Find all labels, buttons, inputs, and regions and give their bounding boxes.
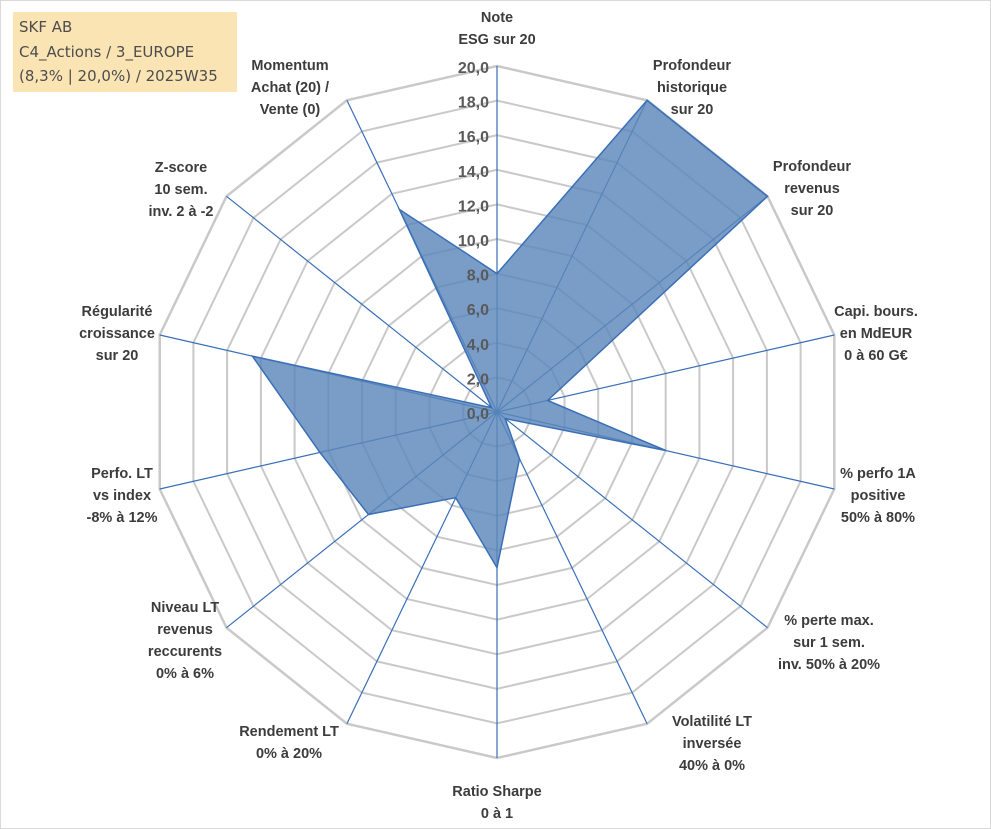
tick-label: 20,0	[458, 60, 489, 77]
axis-label: Rendement LT 0% à 20%	[239, 724, 339, 762]
axis-spoke	[496, 411, 768, 629]
tick-label: 4,0	[467, 337, 489, 354]
stats-week: (8,3% | 20,0%) / 2025W35	[19, 67, 218, 85]
tick-label: 10,0	[458, 233, 489, 250]
axis-label: Profondeur historique sur 20	[653, 58, 731, 118]
axis-label: % perfo 1A positive 50% à 80%	[840, 466, 916, 526]
category-path: C4_Actions / 3_EUROPE	[19, 42, 195, 61]
axis-label: Momentum Achat (20) / Vente (0)	[251, 58, 329, 118]
axis-spoke	[226, 195, 498, 413]
info-box: SKF AB C4_Actions / 3_EUROPE (8,3% | 20,…	[13, 12, 237, 92]
tick-label: 14,0	[458, 164, 489, 181]
tick-label: 2,0	[467, 371, 489, 388]
axis-spoke	[496, 411, 648, 724]
axis-label: Perfo. LT vs index -8% à 12%	[87, 466, 158, 526]
tick-label: 6,0	[467, 302, 489, 319]
tick-label: 8,0	[467, 268, 489, 285]
axis-label: Niveau LT revenus reccurents 0% à 6%	[148, 600, 222, 682]
tick-label: 16,0	[458, 129, 489, 146]
tick-label: 18,0	[458, 95, 489, 112]
radar-tick-labels: 0,0 2,0 4,0 6,0 8,0 10,0 12,0 14,0 16,0 18,0 20,0	[458, 60, 489, 423]
axis-label: Régularité croissance sur 20	[79, 304, 155, 364]
stock-name: SKF AB	[19, 18, 73, 36]
axis-label: % perte max. sur 1 sem. inv. 50% à 20%	[778, 613, 880, 673]
axis-label: Volatilité LT inversée 40% à 0%	[672, 714, 752, 774]
axis-label: Z-score 10 sem. inv. 2 à -2	[148, 160, 213, 220]
series-area	[250, 99, 769, 570]
radar-axis-labels: Note ESG sur 20 Profondeur historique sur 20…	[79, 10, 918, 822]
axis-label: Profondeur revenus sur 20	[773, 159, 851, 219]
tick-label: 12,0	[458, 198, 489, 215]
tick-label: 0,0	[467, 406, 489, 423]
radar-series	[250, 99, 769, 570]
axis-label: Note ESG sur 20	[458, 10, 535, 48]
axis-spoke	[496, 334, 835, 413]
axis-label: Ratio Sharpe 0 à 1	[452, 784, 541, 822]
axis-label: Capi. bours. en MdEUR 0 à 60 G€	[834, 304, 918, 364]
